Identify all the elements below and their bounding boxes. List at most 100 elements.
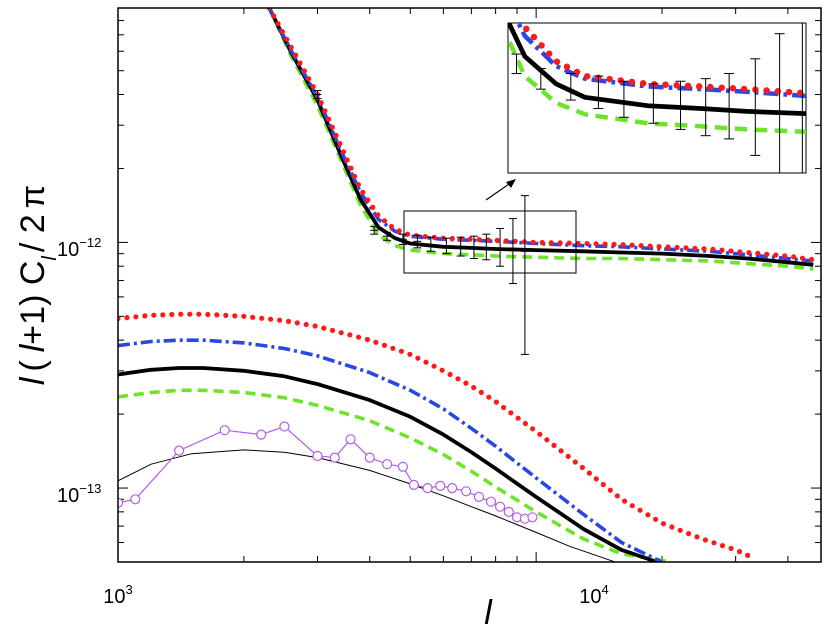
series-red-dotted-low-dot-71 <box>694 534 700 540</box>
series-red-dotted-dot-39 <box>485 237 491 243</box>
series-red-dotted-low-dot-31 <box>390 345 396 351</box>
inset-error-bar-9 <box>724 73 735 140</box>
series-red-dotted-low-dot-19 <box>285 318 292 324</box>
series-red-dotted-low-dot-22 <box>312 323 318 329</box>
series-red-dotted-dot-70 <box>764 251 770 257</box>
series-red-dotted-low-dot-76 <box>736 549 743 555</box>
series-red-dotted-low-dot-1 <box>124 315 130 321</box>
series-red-dotted-dot-54 <box>620 242 626 248</box>
series-red-dotted-dot-28 <box>388 223 395 230</box>
series-red-dotted-low-dot-69 <box>677 527 683 533</box>
series-red-dotted-dot-16 <box>333 132 339 138</box>
error-bar-8 <box>469 235 478 259</box>
series-red-dotted-low-dot-10 <box>205 311 211 318</box>
series-red-dotted-dot-30 <box>405 231 411 237</box>
series-red-dotted-low-dot-59 <box>600 481 606 488</box>
series-red-dotted-dot-26 <box>375 212 381 218</box>
series-red-dotted-low-dot-8 <box>187 311 193 317</box>
inset-series <box>508 23 806 173</box>
series-red-dotted-inset-dot-54 <box>545 50 553 57</box>
series-red-dotted-dot-25 <box>370 204 376 210</box>
series-red-dotted-dot-72 <box>782 253 788 259</box>
series-red-dotted-low-dot-3 <box>142 313 148 319</box>
series-red-dotted-low-dot-63 <box>629 503 635 509</box>
zoom-region-box <box>403 210 577 274</box>
series-red-dotted-dot-47 <box>557 240 563 246</box>
series-red-dotted-dot-58 <box>656 244 662 250</box>
error-bar-7 <box>456 236 465 257</box>
series-red-dotted-inset-dot-63 <box>639 80 647 87</box>
series-red-dotted-dot-53 <box>611 241 617 247</box>
series-red-dotted-low-dot-24 <box>329 327 336 333</box>
inset-error-bar-2 <box>535 68 546 90</box>
series-purple-circles-marker-16 <box>461 486 472 497</box>
inset-frame <box>507 22 807 174</box>
series-purple-circles-marker-13 <box>422 483 433 494</box>
series-red-dotted-dot-57 <box>647 243 653 249</box>
series-blue-dashdot-low <box>118 338 663 562</box>
series-red-dotted-low-dot-77 <box>745 552 751 559</box>
error-bar-9 <box>482 233 491 261</box>
series-purple-circles-marker-3 <box>219 425 230 436</box>
series-red-dotted-dot-6 <box>293 52 299 58</box>
series-red-dotted-low-dot-68 <box>669 524 675 530</box>
series-purple-circles-marker-9 <box>364 452 375 463</box>
series-red-dotted-dot-4 <box>284 36 290 43</box>
series-red-dotted-dot-23 <box>360 189 366 195</box>
series-red-dotted-low-dot-43 <box>486 394 492 400</box>
series-red-dotted-low-dot-13 <box>232 313 238 319</box>
error-bar-1 <box>370 226 379 235</box>
series-red-dotted-low-dot-17 <box>268 316 274 322</box>
x-tick-label-1000: 103 <box>103 582 132 608</box>
series-red-dotted-dot-59 <box>665 244 671 250</box>
error-bar-10 <box>496 227 505 267</box>
inset-error-bar-8 <box>700 78 711 137</box>
series-red-dotted-dot-32 <box>422 234 428 240</box>
series-red-dotted-dot-50 <box>584 241 590 247</box>
series-red-dotted-low-dot-55 <box>572 459 578 465</box>
series-green-dashed-inset <box>508 32 806 135</box>
series-red-dotted-dot-41 <box>503 238 509 244</box>
series-red-dotted-inset-dot-61 <box>617 77 624 84</box>
series-red-dotted-dot-49 <box>575 240 581 246</box>
series-red-dotted-low-dot-40 <box>463 380 469 386</box>
series-red-dotted-inset-dot-74 <box>763 87 770 94</box>
series-red-dotted-inset-dot-60 <box>606 75 613 83</box>
series-red-dotted-low-dot-20 <box>294 320 300 326</box>
series-red-dotted-low-dot-67 <box>660 521 667 527</box>
series-red-dotted-inset-dot-57 <box>573 68 581 76</box>
series-purple-circles-marker-0 <box>118 497 124 508</box>
series-red-dotted-low-dot-38 <box>447 371 453 378</box>
series-red-dotted-low-dot-35 <box>423 359 429 365</box>
series-red-dotted-inset-dot-72 <box>740 85 748 93</box>
inset-error-bar-6 <box>648 83 659 124</box>
series-red-dotted-low-dot-45 <box>501 404 507 411</box>
series-red-dotted-dot-61 <box>683 245 689 251</box>
series-red-dotted-low-dot-5 <box>160 312 166 318</box>
series-red-dotted-dot-62 <box>692 245 698 251</box>
series-red-dotted-low-dot-65 <box>645 512 651 518</box>
series-red-dotted-inset <box>523 25 804 97</box>
series-red-dotted-dot-55 <box>629 242 635 248</box>
series-red-dotted-low-dot-66 <box>653 516 659 522</box>
series-red-dotted-inset-dot-69 <box>707 83 714 91</box>
series-red-dotted-low-dot-64 <box>637 507 643 513</box>
series-red-dotted-inset-dot-68 <box>695 83 703 90</box>
series-red-dotted-inset-dot-55 <box>553 58 561 65</box>
series-red-dotted-dot-60 <box>674 244 680 251</box>
series-red-dotted-dot-40 <box>494 237 500 243</box>
series-red-dotted-low-dot-34 <box>415 355 421 361</box>
series-red-dotted-dot-13 <box>322 108 328 114</box>
series-purple-circles-marker-20 <box>503 506 514 517</box>
series-red-dotted-dot-37 <box>467 236 473 242</box>
inset-error-bar-11 <box>774 33 785 173</box>
series-red-dotted-dot-14 <box>326 116 332 122</box>
series-red-dotted-low-dot-6 <box>169 311 175 318</box>
series-purple-circles-marker-2 <box>174 445 185 456</box>
series-purple-circles-marker-19 <box>495 501 506 512</box>
series-red-dotted-low-dot-23 <box>321 325 327 331</box>
series-black-solid-inset <box>508 23 806 117</box>
error-bar-2 <box>383 231 392 241</box>
series-red-dotted-dot-35 <box>449 235 455 242</box>
